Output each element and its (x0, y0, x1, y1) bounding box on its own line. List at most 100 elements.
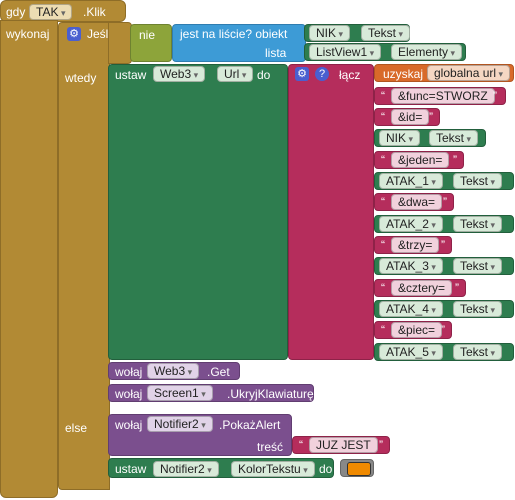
set-color-block[interactable]: ustaw Notifier2 KolorTekstu do (108, 458, 334, 478)
quote-icon: “ (381, 89, 385, 103)
global-var-dropdown[interactable]: globalna url (427, 65, 511, 81)
set-url-do-label: do (257, 68, 271, 82)
color-swatch[interactable] (347, 462, 371, 476)
quote-icon: “ (381, 323, 385, 337)
prop-block-atak2[interactable]: ATAK_2 Tekst (374, 215, 514, 233)
call-alert-wolaj-label: wołaj (115, 418, 143, 432)
event-block[interactable]: gdy TAK .Klik (0, 0, 126, 22)
nik-component-dropdown[interactable]: NIK (309, 25, 351, 41)
call-hide-component-dropdown[interactable]: Screen1 (147, 385, 213, 401)
text-value[interactable]: &trzy= (391, 237, 440, 253)
text-block-id[interactable]: “ &id= ” (374, 108, 440, 126)
call-hide-method-label: .UkryjKlawiaturę (227, 387, 314, 401)
get-global-block[interactable]: uzyskaj globalna url (374, 64, 514, 82)
prop-property-dropdown[interactable]: Tekst (453, 258, 503, 274)
list-label: lista (265, 46, 287, 60)
text-value[interactable]: &cztery= (391, 280, 453, 296)
quote-icon: ” (441, 238, 445, 252)
text-block-cztery[interactable]: “ &cztery= ” (374, 279, 466, 297)
event-gdy-label: gdy (6, 5, 26, 19)
quote-icon: “ (381, 110, 385, 124)
wtedy-label: wtedy (65, 71, 97, 85)
prop-property-dropdown[interactable]: Tekst (453, 344, 503, 360)
quote-icon: ” (455, 281, 459, 295)
text-value[interactable]: &id= (391, 109, 430, 125)
join-gear-icon[interactable]: ⚙ (295, 67, 309, 81)
if-label: Jeśli (87, 27, 112, 41)
text-block-jeden[interactable]: “ &jeden= ” (374, 151, 464, 169)
prop-component-dropdown[interactable]: ATAK_3 (379, 258, 443, 274)
set-url-block[interactable]: ustaw Web3 Url do (108, 64, 288, 360)
listview-prop-dropdown[interactable]: Elementy (391, 44, 463, 60)
quote-icon: “ (381, 153, 385, 167)
event-body: wykonaj (0, 20, 58, 498)
call-hide-keyboard-block[interactable]: wołaj Screen1 .UkryjKlawiaturę (108, 384, 314, 402)
event-name-label: .Klik (83, 5, 106, 19)
quote-icon: ” (453, 153, 457, 167)
prop-property-dropdown[interactable]: Tekst (429, 130, 479, 146)
text-value[interactable]: &func=STWORZ (391, 88, 495, 104)
help-icon[interactable]: ? (315, 67, 329, 81)
quote-icon: ” (441, 323, 445, 337)
prop-block-nik[interactable]: NIK Tekst (374, 129, 486, 147)
quote-icon: “ (381, 281, 385, 295)
text-block-trzy[interactable]: “ &trzy= ” (374, 236, 452, 254)
listview-items-getter[interactable]: ListView1 Elementy (304, 43, 466, 61)
text-value[interactable]: &dwa= (391, 194, 443, 210)
nik-prop-dropdown[interactable]: Tekst (361, 25, 411, 41)
call-alert-block[interactable]: wołaj Notifier2 .PokażAlert treść (108, 414, 292, 456)
set-url-component-dropdown[interactable]: Web3 (153, 66, 206, 82)
quote-icon: ” (493, 89, 497, 103)
alert-message-text-block[interactable]: “ JUZ JEST ” (292, 436, 390, 454)
prop-component-dropdown[interactable]: ATAK_1 (379, 173, 443, 189)
prop-block-atak5[interactable]: ATAK_5 Tekst (374, 343, 514, 361)
call-get-component-dropdown[interactable]: Web3 (147, 363, 200, 379)
set-color-ustaw-label: ustaw (115, 462, 147, 476)
call-alert-tresc-label: treść (257, 440, 284, 454)
alert-message-value[interactable]: JUZ JEST (309, 437, 378, 453)
text-block-func[interactable]: “ &func=STWORZ ” (374, 87, 506, 105)
prop-block-atak3[interactable]: ATAK_3 Tekst (374, 257, 514, 275)
quote-icon: ” (379, 438, 383, 452)
gear-icon[interactable]: ⚙ (67, 27, 81, 41)
prop-component-dropdown[interactable]: ATAK_4 (379, 301, 443, 317)
get-label: uzyskaj (383, 67, 424, 81)
event-component-dropdown[interactable]: TAK (29, 4, 73, 20)
color-swatch-block[interactable] (340, 459, 374, 477)
call-get-wolaj-label: wołaj (115, 365, 143, 379)
prop-block-atak1[interactable]: ATAK_1 Tekst (374, 172, 514, 190)
listview-component-dropdown[interactable]: ListView1 (309, 44, 382, 60)
prop-component-dropdown[interactable]: NIK (379, 130, 421, 146)
text-value[interactable]: &piec= (391, 322, 443, 338)
set-color-component-dropdown[interactable]: Notifier2 (153, 461, 219, 477)
set-url-ustaw-label: ustaw (115, 68, 147, 82)
nik-text-getter[interactable]: NIK Tekst (304, 24, 411, 42)
text-block-piec[interactable]: “ &piec= ” (374, 321, 452, 339)
wykonaj-label: wykonaj (6, 27, 50, 41)
prop-property-dropdown[interactable]: Tekst (453, 173, 503, 189)
prop-component-dropdown[interactable]: ATAK_5 (379, 344, 443, 360)
set-url-prop-dropdown[interactable]: Url (217, 66, 254, 82)
call-get-block[interactable]: wołaj Web3 .Get (108, 362, 240, 380)
call-alert-component-dropdown[interactable]: Notifier2 (147, 416, 213, 432)
set-color-prop-dropdown[interactable]: KolorTekstu (231, 461, 315, 477)
quote-icon: ” (429, 110, 433, 124)
prop-property-dropdown[interactable]: Tekst (453, 216, 503, 232)
prop-block-atak4[interactable]: ATAK_4 Tekst (374, 300, 514, 318)
prop-property-dropdown[interactable]: Tekst (453, 301, 503, 317)
text-block-dwa[interactable]: “ &dwa= ” (374, 193, 454, 211)
quote-icon: “ (381, 238, 385, 252)
join-block[interactable]: ⚙ ? łącz (288, 64, 374, 360)
prop-component-dropdown[interactable]: ATAK_2 (379, 216, 443, 232)
call-alert-method-label: .PokażAlert (219, 418, 281, 432)
quote-icon: ” (443, 195, 447, 209)
call-hide-wolaj-label: wołaj (115, 387, 143, 401)
text-value[interactable]: &jeden= (391, 152, 450, 168)
quote-icon: “ (299, 438, 303, 452)
join-label: łącz (339, 68, 361, 82)
is-in-list-label: jest na liście? obiekt (180, 27, 288, 41)
call-get-method-label: .Get (207, 365, 230, 379)
not-block[interactable]: nie (130, 24, 172, 62)
is-in-list-block[interactable]: jest na liście? obiekt lista (172, 24, 306, 62)
if-block[interactable]: ⚙ Jeśli wtedy else (58, 22, 112, 490)
